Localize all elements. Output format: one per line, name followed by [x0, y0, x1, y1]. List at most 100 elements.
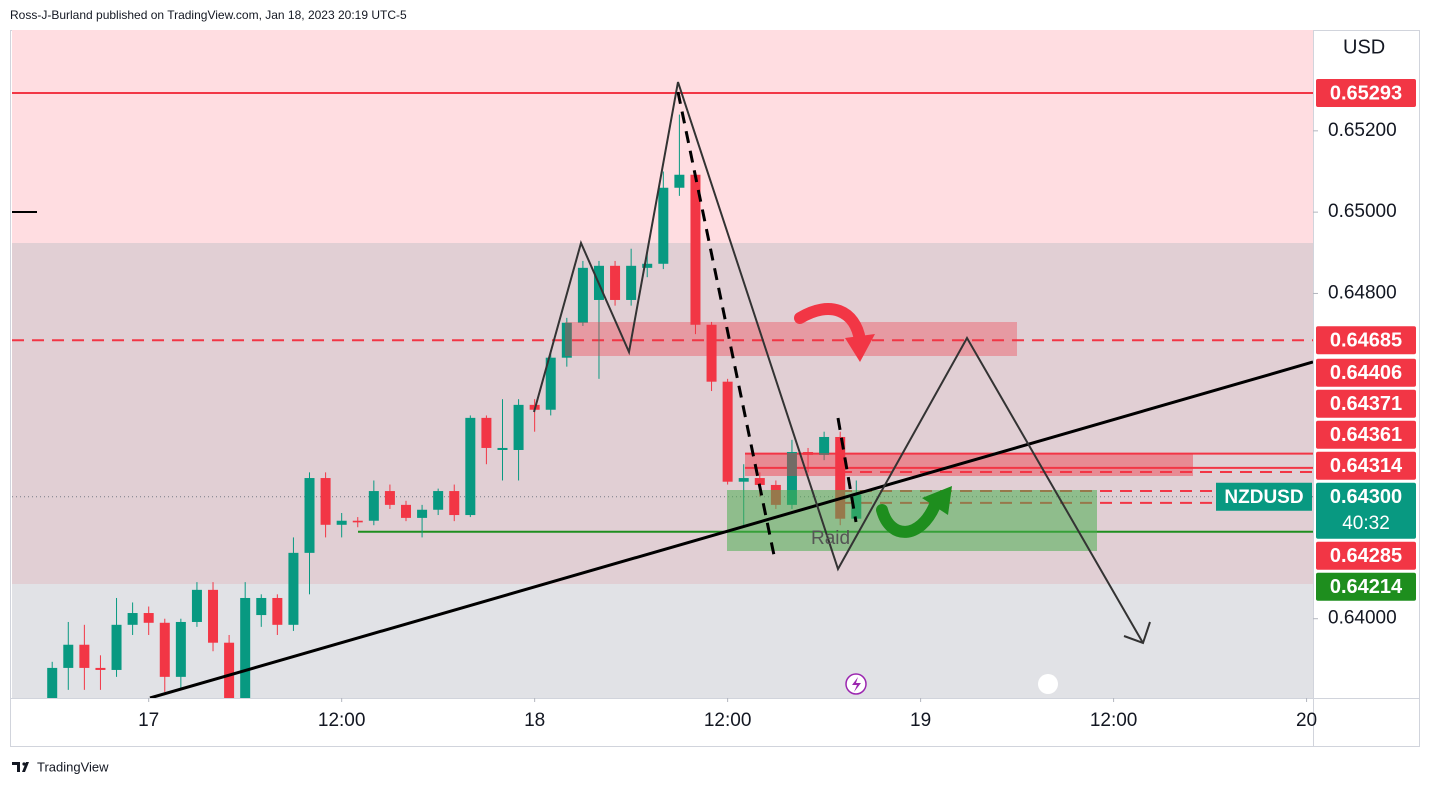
price-badge-label: 0.64300	[1330, 486, 1402, 508]
footer: TradingView	[12, 759, 109, 774]
countdown: 40:32	[1342, 513, 1390, 534]
x-tick-label: 12:00	[318, 710, 366, 731]
price-badge	[1316, 358, 1416, 387]
x-tick-label: 17	[138, 710, 159, 731]
candle-body	[224, 642, 235, 698]
brand: TradingView	[37, 759, 109, 774]
y-tick-label: 0.65200	[1328, 120, 1397, 141]
y-tick-label: 0.64000	[1328, 608, 1397, 629]
price-badge	[1316, 572, 1416, 601]
candle-body	[63, 644, 74, 668]
symbol-tag	[1216, 482, 1312, 511]
x-tick-label: 18	[524, 710, 545, 731]
candle-body	[561, 322, 572, 358]
price-badge-label: 0.64314	[1330, 455, 1403, 477]
zone	[12, 243, 1313, 584]
candle-body	[577, 267, 588, 323]
red-arrow	[794, 303, 866, 346]
candle-body	[642, 263, 653, 268]
logo	[22, 762, 26, 766]
candle-body	[368, 491, 379, 521]
price-badge	[1316, 541, 1416, 570]
candle-body	[690, 174, 701, 325]
symbol-label: NZDUSD	[1224, 487, 1303, 508]
candle-body	[143, 613, 154, 623]
price-badge	[1316, 79, 1416, 108]
candle-body	[352, 520, 363, 523]
green-arrow	[876, 499, 941, 538]
candle-body	[384, 491, 395, 505]
candle-body	[658, 187, 669, 264]
candle-body	[433, 491, 444, 510]
drawings: Raid	[12, 81, 1313, 698]
price-badge-label: 0.64406	[1330, 362, 1402, 384]
logo	[12, 762, 29, 772]
candle-body	[400, 504, 411, 518]
candle-body	[111, 624, 122, 670]
candle-body	[47, 667, 58, 698]
price-badge-label: 0.65293	[1330, 82, 1402, 104]
candle-body	[256, 597, 267, 616]
candle-body	[803, 452, 814, 455]
x-tick-label: 12:00	[704, 710, 752, 731]
header: Ross-J-Burland published on TradingView.…	[10, 8, 407, 22]
candle-body	[79, 644, 90, 668]
candle-body	[208, 589, 219, 643]
price-badge-label: 0.64285	[1330, 545, 1402, 567]
y-axis-label: USD	[1343, 36, 1385, 58]
y-tick-label: 0.65000	[1328, 201, 1397, 222]
candle-body	[738, 478, 749, 482]
price-badge-label: 0.64685	[1330, 329, 1402, 351]
candle-body	[706, 324, 717, 382]
x-tick-label: 20	[1296, 710, 1317, 731]
candle-body	[674, 174, 685, 188]
trendline	[149, 360, 1313, 698]
candle-body	[786, 452, 797, 505]
supply-box	[745, 453, 1193, 476]
candle-body	[191, 589, 202, 622]
supply-box	[565, 322, 1017, 356]
demand-box	[727, 490, 1097, 551]
event-dot[interactable]	[1038, 674, 1058, 694]
candle-body	[127, 613, 138, 625]
red-arrow-head	[845, 334, 875, 362]
price-badge	[1316, 389, 1416, 418]
candle-body	[513, 404, 524, 450]
annotation: Raid	[811, 528, 850, 549]
candle-body	[417, 509, 428, 518]
candle-body	[754, 478, 765, 485]
price-badge	[1316, 451, 1416, 480]
candle-body	[175, 621, 186, 677]
y-tick-label: 0.64800	[1328, 282, 1397, 303]
candle-body	[240, 597, 251, 698]
dashed-path	[836, 417, 858, 523]
candle-body	[610, 265, 621, 300]
price-badge	[1316, 326, 1416, 355]
candle-body	[272, 597, 283, 625]
candle-body	[449, 491, 460, 516]
price-badge	[1316, 420, 1416, 449]
x-tick-label: 12:00	[1090, 710, 1138, 731]
candle-body	[320, 478, 331, 525]
candle-body	[819, 436, 830, 455]
x-tick-label: 19	[910, 710, 931, 731]
candle-body	[626, 265, 637, 300]
candle-body	[481, 417, 492, 448]
price-badge	[1316, 482, 1416, 539]
candle-body	[722, 381, 733, 482]
arrow-head	[1123, 621, 1151, 645]
candle-body	[497, 447, 508, 450]
candle-body	[304, 478, 315, 553]
price-badge-label: 0.64361	[1330, 424, 1402, 446]
candle-body	[336, 520, 347, 525]
price-badge-label: 0.64371	[1330, 393, 1402, 415]
candle-body	[95, 667, 106, 670]
candle-body	[288, 552, 299, 625]
green-arrow-head	[922, 486, 952, 515]
zigzag	[533, 81, 1144, 644]
candle-body	[835, 436, 846, 519]
candle-body	[465, 417, 476, 516]
event-icon-bolt	[852, 677, 861, 692]
